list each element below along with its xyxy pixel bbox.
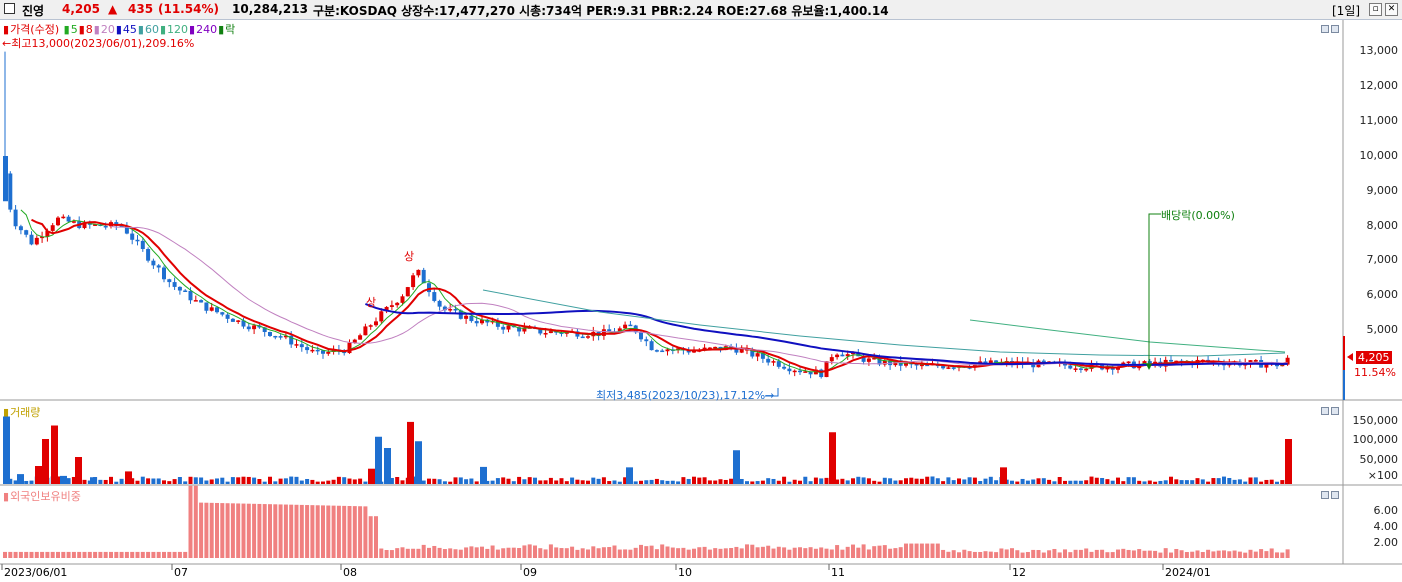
legend-marker-icon: ▮: [3, 23, 10, 36]
close-icon[interactable]: ✕: [1385, 3, 1398, 16]
upper-limit-mark: 상: [404, 250, 415, 263]
ma-legend-item[interactable]: 5: [70, 23, 78, 36]
y-tick-label: 50,000: [1359, 453, 1399, 466]
period-selector[interactable]: [1일]: [1332, 4, 1361, 18]
y-tick-label: 8,000: [1366, 219, 1399, 232]
x-tick-label: 07: [174, 566, 188, 579]
stock-info: 구분:KOSDAQ 상장수:17,477,270 시총:734억 PER:9.3…: [313, 4, 889, 18]
y-tick-label: 11,000: [1359, 114, 1399, 127]
pane-minimize-icon[interactable]: [1321, 491, 1329, 499]
volume-value: 10,284,213: [232, 2, 308, 16]
y-tick-label: ×100: [1367, 469, 1398, 482]
foreign-pane[interactable]: ▮외국인보유비중: [0, 486, 1343, 564]
legend-marker-icon: ▮: [189, 23, 196, 36]
volume-legend: ▮거래량: [3, 404, 41, 420]
legend-marker-icon: ▮: [3, 406, 10, 419]
ma-legend-item[interactable]: 240: [196, 23, 218, 36]
legend-marker-icon: ▮: [78, 23, 85, 36]
price-change: 435: [128, 2, 154, 16]
ma-legend-item[interactable]: 45: [122, 23, 137, 36]
y-tick-label: 12,000: [1359, 79, 1399, 92]
foreign-label[interactable]: 외국인보유비중: [10, 490, 81, 503]
x-tick-label: 2023/06/01: [4, 566, 68, 579]
checkbox[interactable]: [4, 3, 15, 14]
legend-marker-icon: ▮: [63, 23, 70, 36]
last-price-tag: 4,205: [1356, 351, 1392, 364]
x-tick-label: 12: [1012, 566, 1026, 579]
y-tick-label: 6,000: [1366, 288, 1399, 301]
y-tick-label: 2.00: [1373, 536, 1399, 549]
stock-header-bar: 진영 4,205 ▲ 435 (11.54%) 10,284,213 구분:KO…: [0, 0, 1402, 20]
x-tick-label: 10: [678, 566, 692, 579]
x-tick-label: 08: [343, 566, 357, 579]
ma-legend-item[interactable]: 락: [225, 23, 236, 36]
y-tick-label: 10,000: [1359, 149, 1399, 162]
ma-legend-item[interactable]: 60: [144, 23, 159, 36]
pane-controls[interactable]: [1319, 488, 1341, 499]
legend-price-label[interactable]: 가격(수정): [10, 23, 60, 36]
ma-legend-item[interactable]: 120: [167, 23, 189, 36]
y-tick-label: 7,000: [1366, 253, 1399, 266]
current-price: 4,205: [62, 2, 100, 16]
legend-marker-icon: ▮: [3, 490, 10, 503]
stock-name[interactable]: 진영: [22, 4, 45, 18]
y-tick-label: 100,000: [1352, 433, 1399, 446]
legend-marker-icon: ▮: [93, 23, 100, 36]
y-tick-label: 4.00: [1373, 520, 1399, 533]
legend-marker-icon: ▮: [159, 23, 167, 36]
legend-marker-icon: ▮: [137, 23, 144, 36]
pane-maximize-icon[interactable]: [1331, 407, 1339, 415]
ma-legend: ▮5▮8▮20▮45▮60▮120▮240▮락: [64, 23, 237, 36]
high-annotation: ←최고13,000(2023/06/01),209.16%: [2, 37, 195, 50]
y-tick-label: 13,000: [1359, 44, 1399, 57]
x-tick-label: 09: [523, 566, 537, 579]
pane-controls[interactable]: [1319, 22, 1341, 33]
legend-marker-icon: ▮: [218, 23, 225, 36]
pane-maximize-icon[interactable]: [1331, 25, 1339, 33]
ma-legend-item[interactable]: 8: [85, 23, 93, 36]
x-tick-label: 2024/01: [1165, 566, 1211, 579]
y-tick-label: 6.00: [1373, 504, 1399, 517]
foreign-legend: ▮외국인보유비중: [3, 488, 82, 504]
up-arrow-icon: ▲: [108, 2, 118, 16]
volume-label[interactable]: 거래량: [10, 406, 41, 419]
x-tick-label: 11: [831, 566, 845, 579]
y-tick-label: 9,000: [1366, 184, 1399, 197]
y-tick-label: 150,000: [1352, 414, 1399, 427]
pane-minimize-icon[interactable]: [1321, 407, 1329, 415]
ma-legend-item[interactable]: 20: [100, 23, 115, 36]
upper-limit-mark: 상: [366, 296, 377, 309]
dividend-annotation: 배당락(0.00%): [1161, 209, 1235, 222]
y-tick-label: 5,000: [1366, 323, 1399, 336]
volume-pane[interactable]: ▮거래량: [0, 402, 1343, 485]
price-pane[interactable]: ▮가격(수정) ▮5▮8▮20▮45▮60▮120▮240▮락 ←최고13,00…: [0, 20, 1343, 400]
pane-controls[interactable]: [1319, 404, 1341, 415]
pane-maximize-icon[interactable]: [1331, 491, 1339, 499]
maximize-icon[interactable]: ▫: [1369, 3, 1382, 16]
low-annotation: 최저3,485(2023/10/23),17.12%→: [596, 389, 775, 402]
price-legend: ▮가격(수정) ▮5▮8▮20▮45▮60▮120▮240▮락: [3, 21, 237, 37]
price-change-pct: (11.54%): [158, 2, 219, 16]
legend-marker-icon: ▮: [115, 23, 122, 36]
last-pct-tag: 11.54%: [1354, 366, 1396, 379]
pane-minimize-icon[interactable]: [1321, 25, 1329, 33]
